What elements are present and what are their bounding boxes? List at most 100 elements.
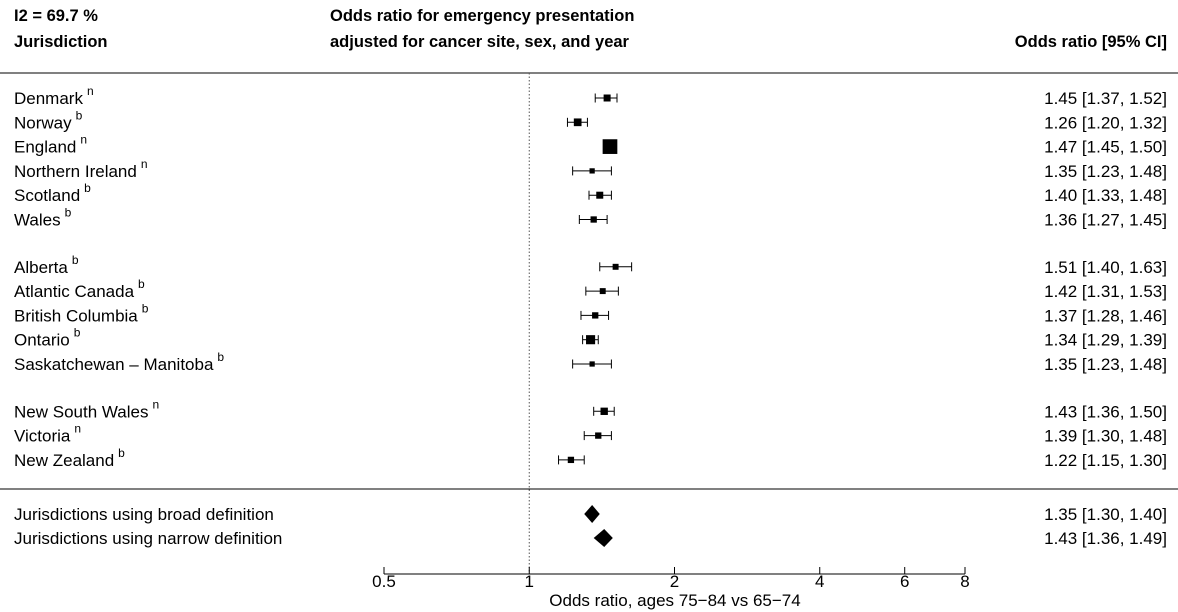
summary-ci-text: 1.35 [1.30, 1.40] [1044, 505, 1167, 524]
study-label: Wales b [14, 206, 72, 230]
point-estimate [573, 118, 582, 127]
ci-text: 1.39 [1.30, 1.48] [1044, 427, 1167, 446]
definition-superscript: b [142, 301, 149, 315]
x-tick-label: 8 [960, 572, 969, 591]
ci-text: 1.51 [1.40, 1.63] [1044, 258, 1167, 277]
summary-label: Jurisdictions using broad definition [14, 505, 274, 524]
definition-superscript: b [72, 253, 79, 267]
definition-superscript: b [74, 326, 81, 340]
summary-row: Jurisdictions using broad definition 1.35… [14, 505, 1167, 524]
study-row: Scotland b 1.40 [1.33, 1.48] [14, 181, 1167, 205]
study-label: British Columbia b [14, 301, 149, 325]
x-axis-label: Odds ratio, ages 75−84 vs 65−74 [549, 591, 800, 610]
study-row: New South Wales n 1.43 [1.36, 1.50] [14, 397, 1167, 421]
study-name: England [14, 138, 76, 157]
ci-text: 1.42 [1.31, 1.53] [1044, 282, 1167, 301]
definition-superscript: b [76, 108, 83, 122]
x-tick-label: 2 [670, 572, 679, 591]
study-name: Scotland [14, 186, 80, 205]
definition-superscript: n [87, 84, 94, 98]
summary-label: Jurisdictions using narrow definition [14, 529, 282, 548]
summary-diamond [584, 505, 600, 523]
study-row: Northern Ireland n 1.35 [1.23, 1.48] [14, 157, 1167, 181]
ci-text: 1.35 [1.23, 1.48] [1044, 162, 1167, 181]
study-row: Saskatchewan – Manitoba b 1.35 [1.23, 1.48… [14, 350, 1167, 374]
x-tick-label: 1 [525, 572, 534, 591]
definition-superscript: n [141, 157, 148, 171]
point-estimate [589, 361, 595, 367]
study-name: British Columbia [14, 306, 138, 325]
summary-row: Jurisdictions using narrow definition 1.4… [14, 529, 1167, 548]
point-estimate [586, 335, 596, 345]
ci-text: 1.45 [1.37, 1.52] [1044, 89, 1167, 108]
study-name: Wales [14, 211, 61, 230]
study-name: Atlantic Canada [14, 282, 135, 301]
jurisdiction-header: Jurisdiction [14, 33, 108, 51]
study-row: Atlantic Canada b 1.42 [1.31, 1.53] [14, 277, 1167, 301]
definition-superscript: n [152, 397, 159, 411]
study-name: Norway [14, 113, 72, 132]
chart-title-line1: Odds ratio for emergency presentation [330, 7, 634, 25]
study-name: Victoria [14, 427, 71, 446]
definition-superscript: b [138, 277, 145, 291]
definition-superscript: b [84, 181, 91, 195]
point-estimate [612, 263, 619, 270]
study-row: Ontario b 1.34 [1.29, 1.39] [14, 326, 1167, 350]
ci-header: Odds ratio [95% CI] [1015, 33, 1167, 51]
study-label: Denmark n [14, 84, 94, 108]
study-label: Atlantic Canada b [14, 277, 145, 301]
ci-text: 1.36 [1.27, 1.45] [1044, 211, 1167, 230]
i2-statistic: I2 = 69.7 % [14, 7, 98, 25]
x-tick-label: 4 [815, 572, 824, 591]
x-axis: 0.5 1 2 4 6 8 [372, 567, 970, 591]
study-label: Northern Ireland n [14, 157, 148, 181]
study-label: New Zealand b [14, 446, 125, 470]
point-estimate [567, 456, 575, 464]
study-row: Victoria n 1.39 [1.30, 1.48] [14, 422, 1167, 446]
study-rows: Denmark n 1.45 [1.37, 1.52]Norway b 1.26 [1.… [14, 84, 1167, 470]
study-label: Scotland b [14, 181, 91, 205]
study-row: Alberta b 1.51 [1.40, 1.63] [14, 253, 1167, 277]
study-name: New South Wales [14, 402, 148, 421]
study-name: New Zealand [14, 451, 114, 470]
point-estimate [592, 312, 599, 319]
ci-text: 1.26 [1.20, 1.32] [1044, 113, 1167, 132]
summary-ci-text: 1.43 [1.36, 1.49] [1044, 529, 1167, 548]
study-label: Alberta b [14, 253, 79, 277]
study-row: Wales b 1.36 [1.27, 1.45] [14, 206, 1167, 230]
ci-text: 1.47 [1.45, 1.50] [1044, 138, 1167, 157]
study-row: Norway b 1.26 [1.20, 1.32] [14, 108, 1167, 132]
point-estimate [590, 216, 597, 223]
point-estimate [599, 288, 606, 295]
study-label: England n [14, 133, 87, 157]
ci-text: 1.43 [1.36, 1.50] [1044, 402, 1167, 421]
point-estimate [600, 407, 608, 415]
ci-text: 1.37 [1.28, 1.46] [1044, 306, 1167, 325]
point-estimate [596, 191, 604, 199]
definition-superscript: b [65, 206, 72, 220]
study-row: New Zealand b 1.22 [1.15, 1.30] [14, 446, 1167, 470]
study-label: Norway b [14, 108, 83, 132]
study-row: British Columbia b 1.37 [1.28, 1.46] [14, 301, 1167, 325]
study-row: Denmark n 1.45 [1.37, 1.52] [14, 84, 1167, 108]
summary-diamond [593, 529, 613, 547]
x-tick-label: 6 [900, 572, 909, 591]
point-estimate [595, 432, 602, 439]
definition-superscript: b [217, 350, 224, 364]
ci-text: 1.35 [1.23, 1.48] [1044, 355, 1167, 374]
study-name: Saskatchewan – Manitoba [14, 355, 214, 374]
definition-superscript: n [80, 133, 87, 147]
ci-text: 1.22 [1.15, 1.30] [1044, 451, 1167, 470]
point-estimate [603, 94, 611, 102]
chart-title-line2: adjusted for cancer site, sex, and year [330, 33, 630, 51]
study-label: New South Wales n [14, 397, 159, 421]
study-name: Denmark [14, 89, 83, 108]
summary-rows: Jurisdictions using broad definition 1.35… [14, 505, 1167, 548]
ci-text: 1.40 [1.33, 1.48] [1044, 186, 1167, 205]
x-tick-label: 0.5 [372, 572, 396, 591]
study-name: Alberta [14, 258, 68, 277]
study-label: Victoria n [14, 422, 81, 446]
definition-superscript: n [74, 422, 81, 436]
point-estimate [602, 139, 618, 154]
